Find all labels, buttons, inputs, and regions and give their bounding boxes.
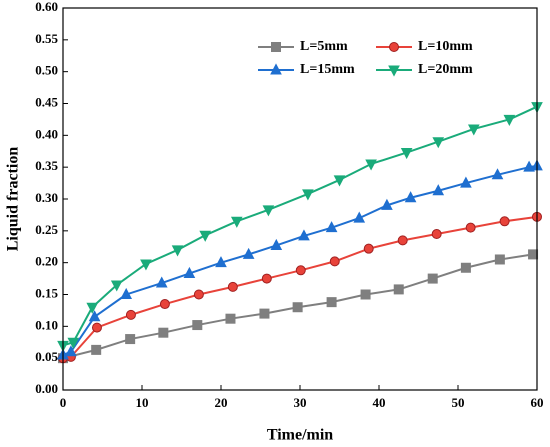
y-axis-title: Liquid fraction <box>5 147 22 252</box>
marker <box>465 222 476 233</box>
marker <box>365 159 377 171</box>
marker <box>183 266 196 278</box>
marker <box>67 337 80 349</box>
marker <box>292 302 303 313</box>
marker <box>227 281 238 292</box>
marker <box>155 276 168 288</box>
marker <box>494 254 505 265</box>
marker <box>88 310 101 322</box>
x-tick-label: 20 <box>215 395 228 410</box>
x-tick-label: 50 <box>452 395 465 410</box>
x-tick-label: 40 <box>373 395 386 410</box>
marker <box>460 176 472 188</box>
y-tick-label: 0.50 <box>35 63 58 78</box>
y-tick-label: 0.05 <box>35 349 58 364</box>
marker <box>325 221 338 233</box>
x-tick-label: 0 <box>60 395 67 410</box>
y-tick-label: 0.60 <box>35 0 58 14</box>
series-line <box>62 215 538 360</box>
y-tick-label: 0.10 <box>35 317 58 332</box>
marker <box>262 205 275 217</box>
marker <box>259 308 270 319</box>
marker <box>302 189 314 201</box>
marker <box>467 124 480 136</box>
marker <box>381 198 393 210</box>
legend-marker <box>389 42 399 52</box>
marker <box>431 229 442 240</box>
marker <box>120 287 133 299</box>
legend-text: L=20mm <box>418 62 473 77</box>
marker <box>91 322 102 333</box>
marker <box>404 191 417 203</box>
marker <box>242 247 255 259</box>
marker <box>432 137 445 149</box>
marker <box>360 289 371 300</box>
marker <box>353 211 366 223</box>
marker <box>159 299 170 310</box>
legend-text: L=10mm <box>418 39 473 54</box>
marker <box>261 273 272 284</box>
y-tick-label: 0.15 <box>35 285 58 300</box>
marker <box>110 280 123 292</box>
marker <box>491 168 504 180</box>
marker <box>199 230 212 242</box>
marker <box>333 175 346 187</box>
marker <box>393 284 404 295</box>
y-tick-label: 0.00 <box>35 381 58 396</box>
marker <box>91 344 102 355</box>
marker <box>397 235 408 246</box>
y-tick-label: 0.40 <box>35 126 58 141</box>
legend-marker <box>271 42 281 52</box>
marker <box>363 243 374 254</box>
marker <box>125 309 136 320</box>
marker <box>432 184 445 196</box>
marker <box>329 256 340 267</box>
marker <box>326 297 337 308</box>
marker <box>192 320 203 331</box>
marker <box>400 148 413 160</box>
marker <box>125 334 136 345</box>
marker <box>523 160 535 172</box>
marker <box>270 238 283 250</box>
legend-text: L=15mm <box>300 62 355 77</box>
marker <box>140 259 152 271</box>
y-tick-label: 0.30 <box>35 190 58 205</box>
plot-frame <box>62 7 538 391</box>
marker <box>295 265 306 276</box>
x-tick-label: 10 <box>136 395 149 410</box>
y-tick-label: 0.25 <box>35 222 58 237</box>
legend-marker <box>388 65 400 77</box>
marker <box>460 262 471 273</box>
marker <box>230 216 243 228</box>
marker <box>193 289 204 300</box>
marker <box>86 302 99 314</box>
marker <box>171 245 184 257</box>
x-tick-label: 30 <box>294 395 307 410</box>
x-axis-title: Time/min <box>267 427 333 444</box>
x-tick-label: 60 <box>531 395 544 410</box>
marker <box>215 256 227 268</box>
legend-text: L=5mm <box>300 39 348 54</box>
marker <box>225 313 236 324</box>
y-tick-label: 0.45 <box>35 94 58 109</box>
y-tick-label: 0.55 <box>35 31 58 46</box>
marker <box>499 216 510 227</box>
series-line <box>62 164 538 356</box>
legend-marker <box>270 63 282 75</box>
marker <box>65 345 77 357</box>
y-tick-label: 0.20 <box>35 254 58 269</box>
marker <box>427 273 438 284</box>
marker <box>158 327 169 338</box>
y-tick-label: 0.35 <box>35 158 58 173</box>
marker <box>528 249 539 260</box>
marker <box>503 114 516 126</box>
marker <box>298 229 310 241</box>
